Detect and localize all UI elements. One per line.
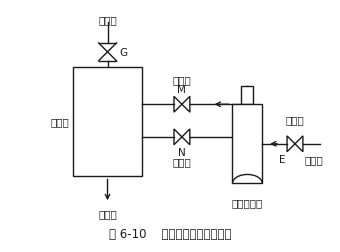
Text: 真空玻璃瓶: 真空玻璃瓶 (232, 197, 263, 207)
Text: 阻油器: 阻油器 (50, 117, 69, 127)
Text: 抽气阀: 抽气阀 (172, 157, 191, 167)
Text: 图 6-10    负压冷剂水排出示意图: 图 6-10 负压冷剂水排出示意图 (109, 227, 231, 240)
Bar (241, 87, 253, 105)
Text: 冷剂泵: 冷剂泵 (305, 154, 324, 164)
Text: 真空泵: 真空泵 (98, 208, 117, 218)
Text: G: G (119, 48, 128, 58)
Bar (233, 105, 262, 184)
Text: M: M (177, 85, 186, 95)
Text: 辅助阀: 辅助阀 (172, 75, 191, 85)
Text: N: N (178, 147, 186, 157)
Text: 取样阀: 取样阀 (286, 115, 304, 124)
Text: E: E (278, 154, 285, 164)
Text: 抽气室: 抽气室 (98, 15, 117, 25)
Bar (73, 67, 142, 177)
